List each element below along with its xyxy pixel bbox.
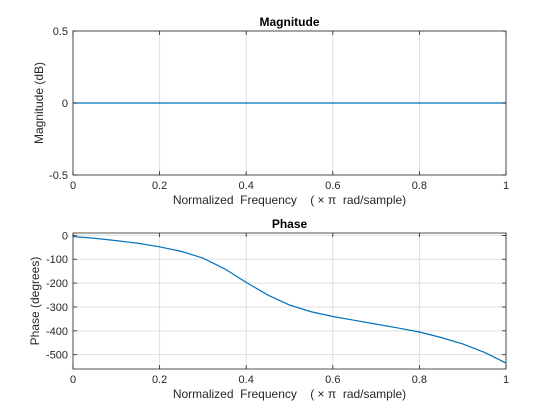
series-line bbox=[72, 235, 507, 364]
x-tick-label: 0.8 bbox=[412, 180, 427, 192]
magnitude-plot: 0 0.2 0.4 0.6 0.8 1-0.500.5MagnitudeNormalize… bbox=[32, 15, 509, 207]
x-tick-label: 1 bbox=[503, 180, 509, 192]
y-tick-label: -400 bbox=[46, 326, 68, 338]
y-tick-label: -300 bbox=[46, 302, 68, 314]
x-tick-label: 0.2 bbox=[152, 180, 167, 192]
x-axis-label: Normalized Frequency ( × π rad/sample) bbox=[173, 193, 406, 207]
x-tick-label: 0.8 bbox=[412, 374, 427, 386]
x-tick-label: 0.4 bbox=[239, 180, 254, 192]
x-tick-label: 0.2 bbox=[152, 374, 167, 386]
x-tick-label: 0.6 bbox=[325, 374, 340, 386]
y-tick-label: 0 bbox=[62, 230, 68, 242]
y-tick-label: -0.5 bbox=[49, 170, 68, 182]
y-axis-label: Phase (degrees) bbox=[28, 257, 42, 346]
chart-title: Magnitude bbox=[260, 15, 320, 29]
y-tick-label: -200 bbox=[46, 278, 68, 290]
y-tick-label: 0.5 bbox=[53, 26, 68, 38]
x-tick-label: 0.4 bbox=[239, 374, 254, 386]
chart-title: Phase bbox=[272, 217, 308, 231]
y-axis-label: Magnitude (dB) bbox=[32, 62, 46, 144]
y-tick-label: 0 bbox=[62, 98, 68, 110]
x-tick-label: 1 bbox=[503, 374, 509, 386]
phase-plot: 0 0.2 0.4 0.6 0.8 1 0 -100 -200 -300 -400 -500 Phase… bbox=[28, 217, 509, 401]
x-axis-label: Normalized Frequency ( × π rad/sample) bbox=[173, 387, 406, 401]
x-tick-label: 0 bbox=[70, 374, 76, 386]
y-tick-label: -100 bbox=[46, 254, 68, 266]
y-tick-label: -500 bbox=[46, 350, 68, 362]
x-tick-label: 0.6 bbox=[325, 180, 340, 192]
axes-box bbox=[72, 232, 507, 370]
x-tick-label: 0 bbox=[70, 180, 76, 192]
